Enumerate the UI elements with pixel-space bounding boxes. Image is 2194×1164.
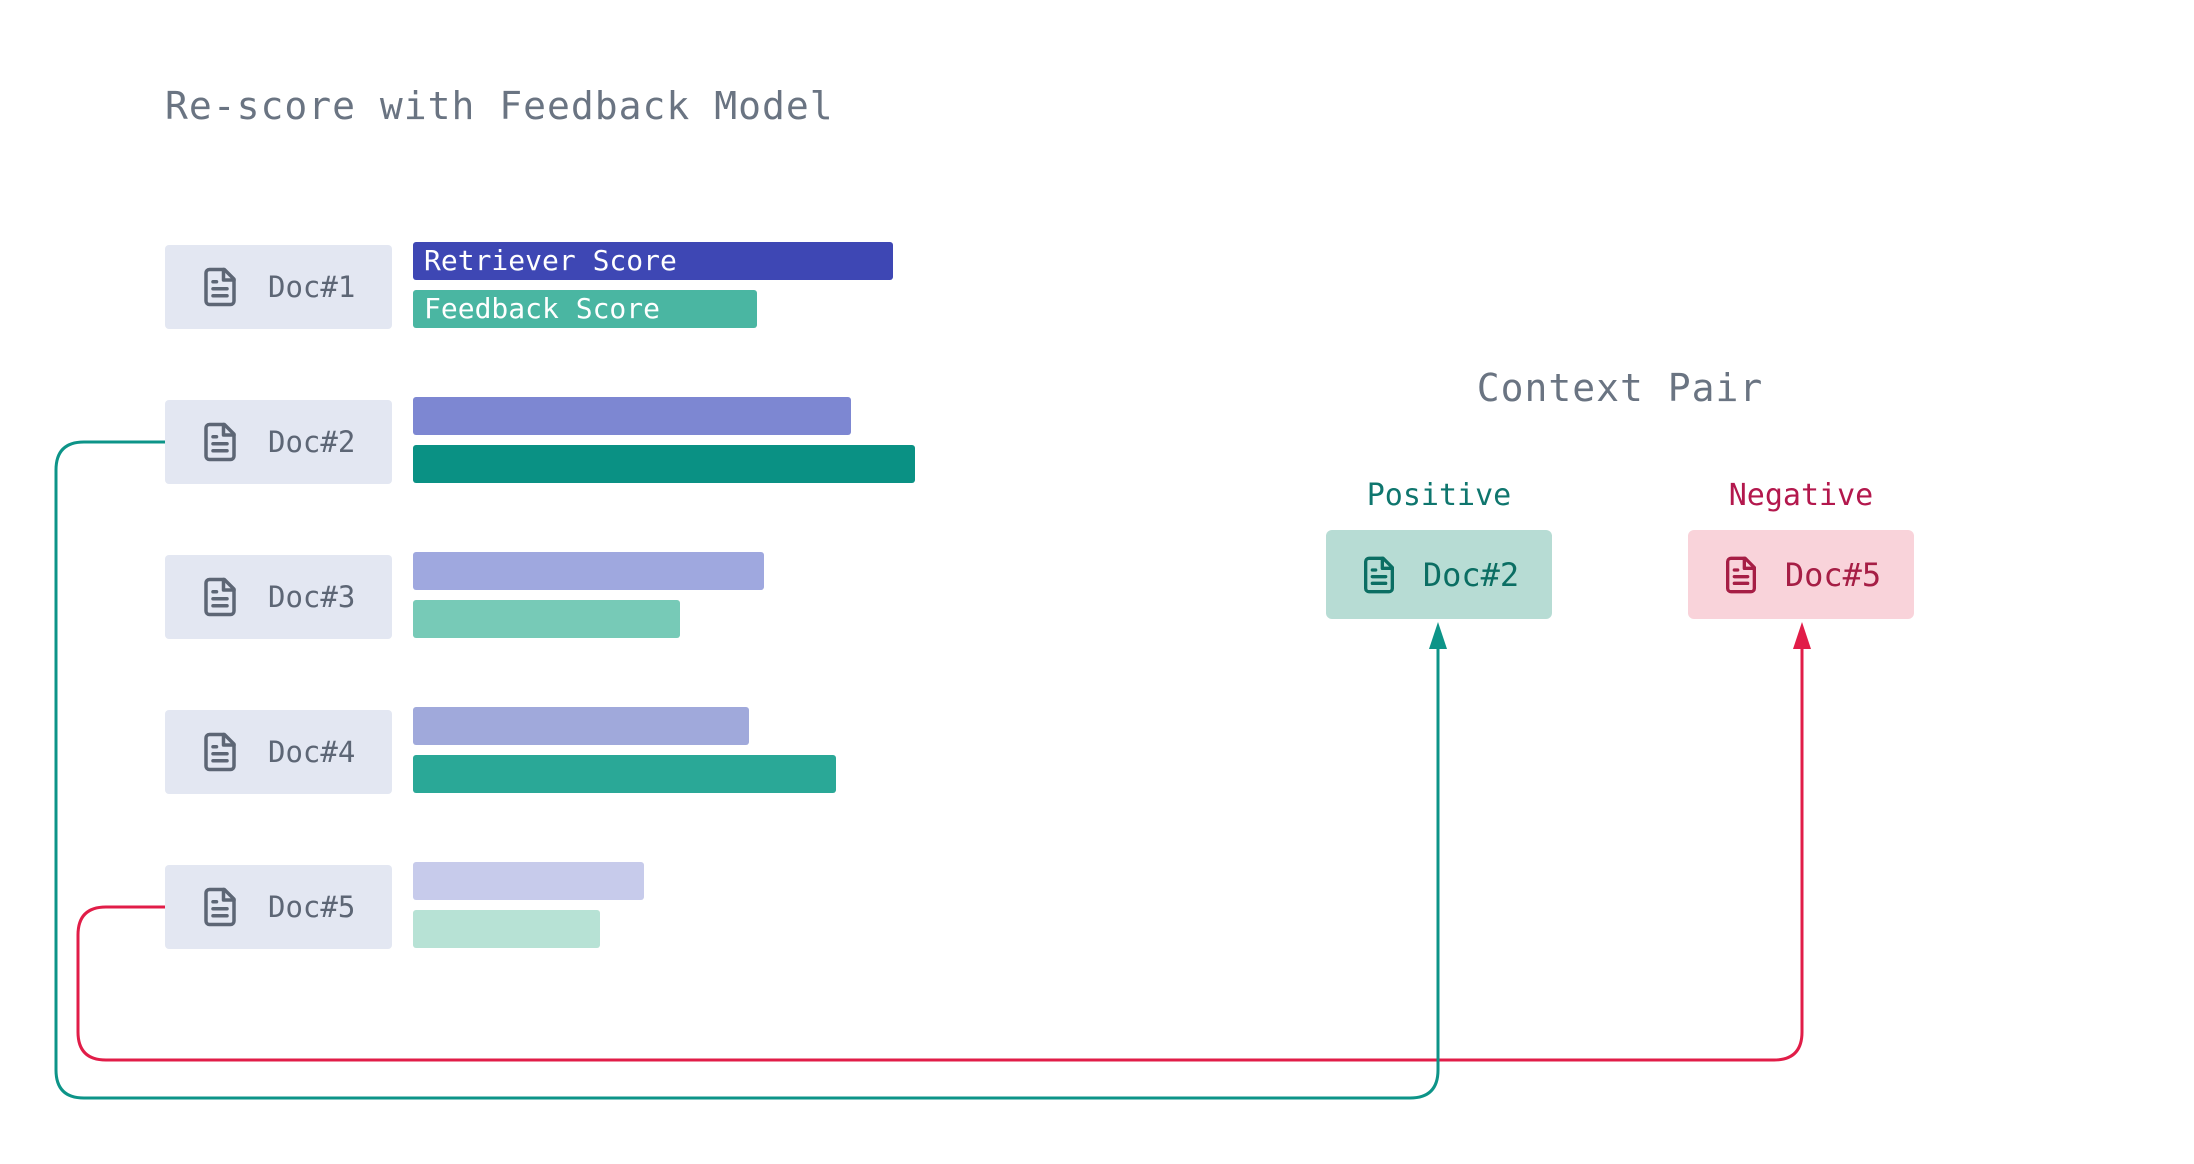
doc-card: Doc#2 [165, 400, 392, 484]
bar-label: Retriever Score [424, 244, 677, 277]
feedback-score-bar: Feedback Score [413, 290, 757, 328]
retriever-score-bar [413, 862, 644, 900]
positive-arrowhead [1429, 622, 1447, 649]
negative-connector-line [76, 646, 1804, 1062]
negative-doc-label: Doc#5 [1784, 555, 1882, 594]
doc-card: Doc#1 [165, 245, 392, 329]
doc-card-label: Doc#2 [268, 425, 356, 459]
positive-doc-card: Doc#2 [1326, 530, 1552, 619]
page-title: Re-score with Feedback Model [165, 84, 834, 128]
positive-label: Positive [1366, 478, 1512, 513]
doc-card-label: Doc#4 [268, 735, 356, 769]
feedback-score-bar [413, 910, 600, 948]
document-icon [204, 267, 236, 307]
doc-card: Doc#3 [165, 555, 392, 639]
feedback-score-bar [413, 755, 836, 793]
document-icon [204, 732, 236, 772]
document-icon [204, 422, 236, 462]
document-icon [1725, 556, 1756, 593]
feedback-score-bar [413, 600, 680, 638]
positive-doc-label: Doc#2 [1422, 555, 1520, 594]
bar-label: Feedback Score [424, 292, 661, 325]
retriever-score-bar [413, 397, 851, 435]
doc-card-label: Doc#1 [268, 270, 356, 304]
negative-label: Negative [1728, 478, 1874, 513]
document-icon [204, 887, 236, 927]
negative-doc-card: Doc#5 [1688, 530, 1914, 619]
doc-card-label: Doc#3 [268, 580, 356, 614]
retriever-score-bar [413, 552, 764, 590]
document-icon [204, 577, 236, 617]
doc-card: Doc#5 [165, 865, 392, 949]
doc-card-label: Doc#5 [268, 890, 356, 924]
context-pair-heading: Context Pair [1476, 366, 1764, 410]
retriever-score-bar: Retriever Score [413, 242, 893, 280]
retriever-score-bar [413, 707, 749, 745]
document-icon [1363, 556, 1394, 593]
negative-arrowhead [1793, 622, 1811, 649]
doc-card: Doc#4 [165, 710, 392, 794]
feedback-score-bar [413, 445, 915, 483]
